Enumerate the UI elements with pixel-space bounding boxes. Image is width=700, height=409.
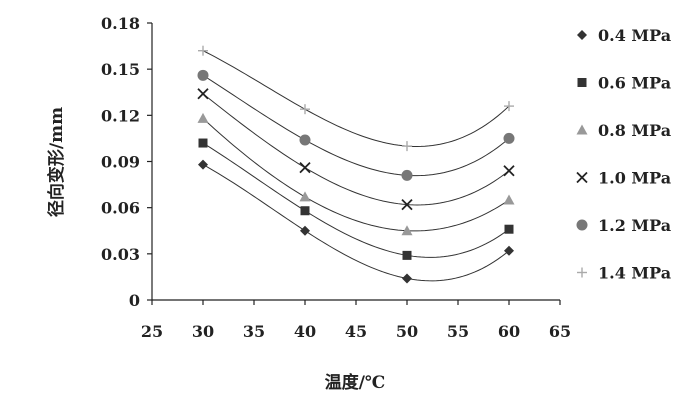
legend-label-1: 0.4 MPa bbox=[598, 26, 671, 45]
x-axis-title: 温度/℃ bbox=[325, 372, 386, 393]
data-point bbox=[197, 88, 209, 100]
legend-marker-1 bbox=[577, 30, 587, 40]
data-point bbox=[503, 132, 515, 144]
trend-curve-2 bbox=[202, 142, 510, 258]
legend-marker-4-stroke bbox=[576, 171, 588, 184]
data-point bbox=[197, 69, 209, 81]
data-point bbox=[300, 225, 310, 236]
data-point bbox=[299, 134, 311, 146]
legend-marker-4 bbox=[576, 171, 588, 184]
trend-curve-4 bbox=[202, 93, 510, 206]
axes: 0 0.03 0.06 0.09 0.12 0.15 0.18 25 30 35 40 45 50 55 6… bbox=[101, 14, 571, 341]
data-point bbox=[504, 224, 514, 234]
x-tick-label: 30 bbox=[192, 322, 214, 341]
data-point-stroke bbox=[197, 88, 209, 100]
legend-label-3: 0.8 MPa bbox=[598, 121, 671, 140]
data-point-stroke bbox=[401, 198, 413, 211]
data-point bbox=[300, 104, 310, 115]
data-point-stroke bbox=[299, 162, 311, 174]
trend-curve-1 bbox=[202, 164, 510, 282]
legend-label-5: 1.2 MPa bbox=[598, 216, 671, 235]
x-tick-label: 50 bbox=[396, 322, 418, 341]
x-tick-label: 45 bbox=[345, 322, 367, 341]
y-tick-label: 0.15 bbox=[101, 60, 140, 79]
legend: 0.4 MPa 0.6 MPa 0.8 MPa 1.0 MPa 1.2 MPa 1.4 M… bbox=[576, 26, 671, 283]
trend-curve-5 bbox=[202, 74, 510, 177]
data-point bbox=[401, 225, 413, 236]
y-axis-title: 径向变形/mm bbox=[46, 107, 67, 217]
data-point bbox=[299, 191, 311, 202]
x-tick-label: 60 bbox=[498, 322, 520, 341]
y-tick-label: 0.09 bbox=[101, 153, 140, 172]
legend-label-6: 1.4 MPa bbox=[598, 264, 671, 283]
legend-marker-3 bbox=[576, 124, 588, 135]
x-tick-label: 25 bbox=[141, 322, 163, 341]
data-point bbox=[504, 245, 514, 256]
x-tick-label: 65 bbox=[549, 322, 571, 341]
data-point bbox=[402, 273, 412, 284]
data-point bbox=[300, 206, 310, 216]
data-point bbox=[197, 112, 209, 123]
legend-label-2: 0.6 MPa bbox=[598, 74, 671, 93]
data-point bbox=[503, 165, 515, 177]
y-tick-label: 0 bbox=[129, 291, 140, 310]
trend-curve-3 bbox=[202, 118, 510, 232]
legend-marker-2 bbox=[577, 78, 587, 87]
data-point bbox=[503, 194, 515, 205]
legend-label-4: 1.0 MPa bbox=[598, 169, 671, 188]
y-tick-label: 0.12 bbox=[101, 106, 140, 125]
data-point bbox=[198, 159, 208, 170]
data-point bbox=[402, 250, 412, 260]
data-point-stroke bbox=[503, 165, 515, 177]
data-point bbox=[299, 162, 311, 174]
x-tick-label: 40 bbox=[294, 322, 316, 341]
data-point bbox=[401, 198, 413, 211]
data-point bbox=[198, 138, 208, 148]
trend-curves bbox=[202, 50, 510, 282]
data-point bbox=[402, 141, 412, 152]
legend-marker-5 bbox=[576, 219, 588, 231]
x-tick-label: 55 bbox=[447, 322, 469, 341]
data-markers bbox=[197, 45, 515, 284]
data-point bbox=[504, 101, 514, 112]
y-tick-label: 0.18 bbox=[101, 14, 140, 33]
y-tick-label: 0.03 bbox=[101, 245, 140, 264]
x-tick-label: 35 bbox=[243, 322, 265, 341]
trend-curve-6 bbox=[202, 50, 510, 147]
data-point bbox=[401, 169, 413, 181]
legend-marker-6 bbox=[577, 267, 587, 278]
data-point bbox=[198, 45, 208, 56]
y-tick-label: 0.06 bbox=[101, 199, 140, 218]
